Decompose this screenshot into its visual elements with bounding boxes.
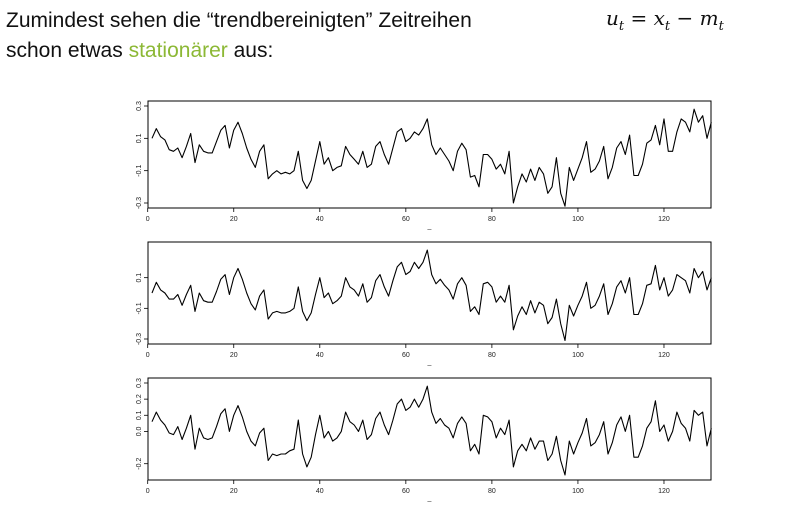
formula-m: m [699,6,719,30]
formula-x: x [653,6,665,30]
chart-panel-2: 0 20 40 60 80 100 120 -0.3 -0.1 0.1 _ [136,241,712,366]
x-tick-label: 40 [316,216,324,223]
x-tick-label: 20 [230,352,238,359]
x-tick-label: 80 [488,488,496,495]
x-tick-label: 80 [488,352,496,359]
x-tick-label: 100 [572,488,584,495]
x-axis-label: _ [427,495,432,502]
plot-frame [147,377,712,481]
x-tick-label: 0 [146,352,150,359]
y-tick-label: 0.2 [136,394,143,404]
x-tick-label: 80 [488,216,496,223]
x-tick-label: 120 [658,352,670,359]
y-tick-label: 0.3 [136,378,143,388]
x-axis-label: _ [427,359,432,366]
x-axis-label: _ [427,223,432,230]
y-tick-label: 0.0 [136,426,143,436]
plot-frame [147,100,712,209]
chart-panel-3: 0 20 40 60 80 100 120 -0.2 0.0 0.1 0.2 0.3 _ [136,377,712,502]
x-tick-label: 0 [146,216,150,223]
formula: ut = xt − mt [606,6,724,34]
plot-frame [147,241,712,345]
formula-sub-m: t [718,19,724,34]
y-tick-label: 0.1 [136,410,143,420]
heading-text-3: aus: [227,39,274,62]
slide-heading: Zumindest sehen die “trendbereinigten” Z… [6,6,806,66]
x-tick-label: 60 [402,488,410,495]
y-tick-label: -0.3 [136,197,143,209]
x-tick-label: 0 [146,488,150,495]
series-line [151,108,712,207]
y-tick-label: -0.3 [136,333,143,345]
series-line [151,249,712,342]
highlight-word: stationärer [128,39,228,62]
x-tick-label: 40 [316,488,324,495]
x-tick-label: 100 [572,216,584,223]
heading-line-2: schon etwas stationärer aus: [6,36,806,66]
heading-text-1: Zumindest sehen die “trendbereinigten” Z… [6,9,472,32]
heading-line-1: Zumindest sehen die “trendbereinigten” Z… [6,6,806,36]
x-tick-label: 40 [316,352,324,359]
y-tick-label: -0.1 [136,165,143,177]
y-tick-label: 0.1 [136,273,143,283]
y-tick-label: 0.1 [136,133,143,143]
y-tick-label: -0.2 [136,458,143,470]
x-tick-label: 120 [658,216,670,223]
formula-minus: − [670,6,700,30]
y-tick-label: 0.3 [136,101,143,111]
formula-u: u [606,6,619,30]
heading-text-2: schon etwas [6,39,129,62]
x-tick-label: 120 [658,488,670,495]
x-tick-label: 60 [402,352,410,359]
formula-sub-u: t [618,19,625,34]
x-tick-label: 20 [230,488,238,495]
x-tick-label: 60 [402,216,410,223]
x-tick-label: 20 [230,216,238,223]
formula-sub-x: t [664,19,671,34]
x-tick-label: 100 [572,352,584,359]
chart-panel-1: 0 20 40 60 80 100 120 -0.3 -0.1 0.1 0.3 _ [136,100,712,230]
series-line [151,385,712,476]
formula-equals: = [624,6,654,30]
y-tick-label: -0.1 [136,302,143,314]
